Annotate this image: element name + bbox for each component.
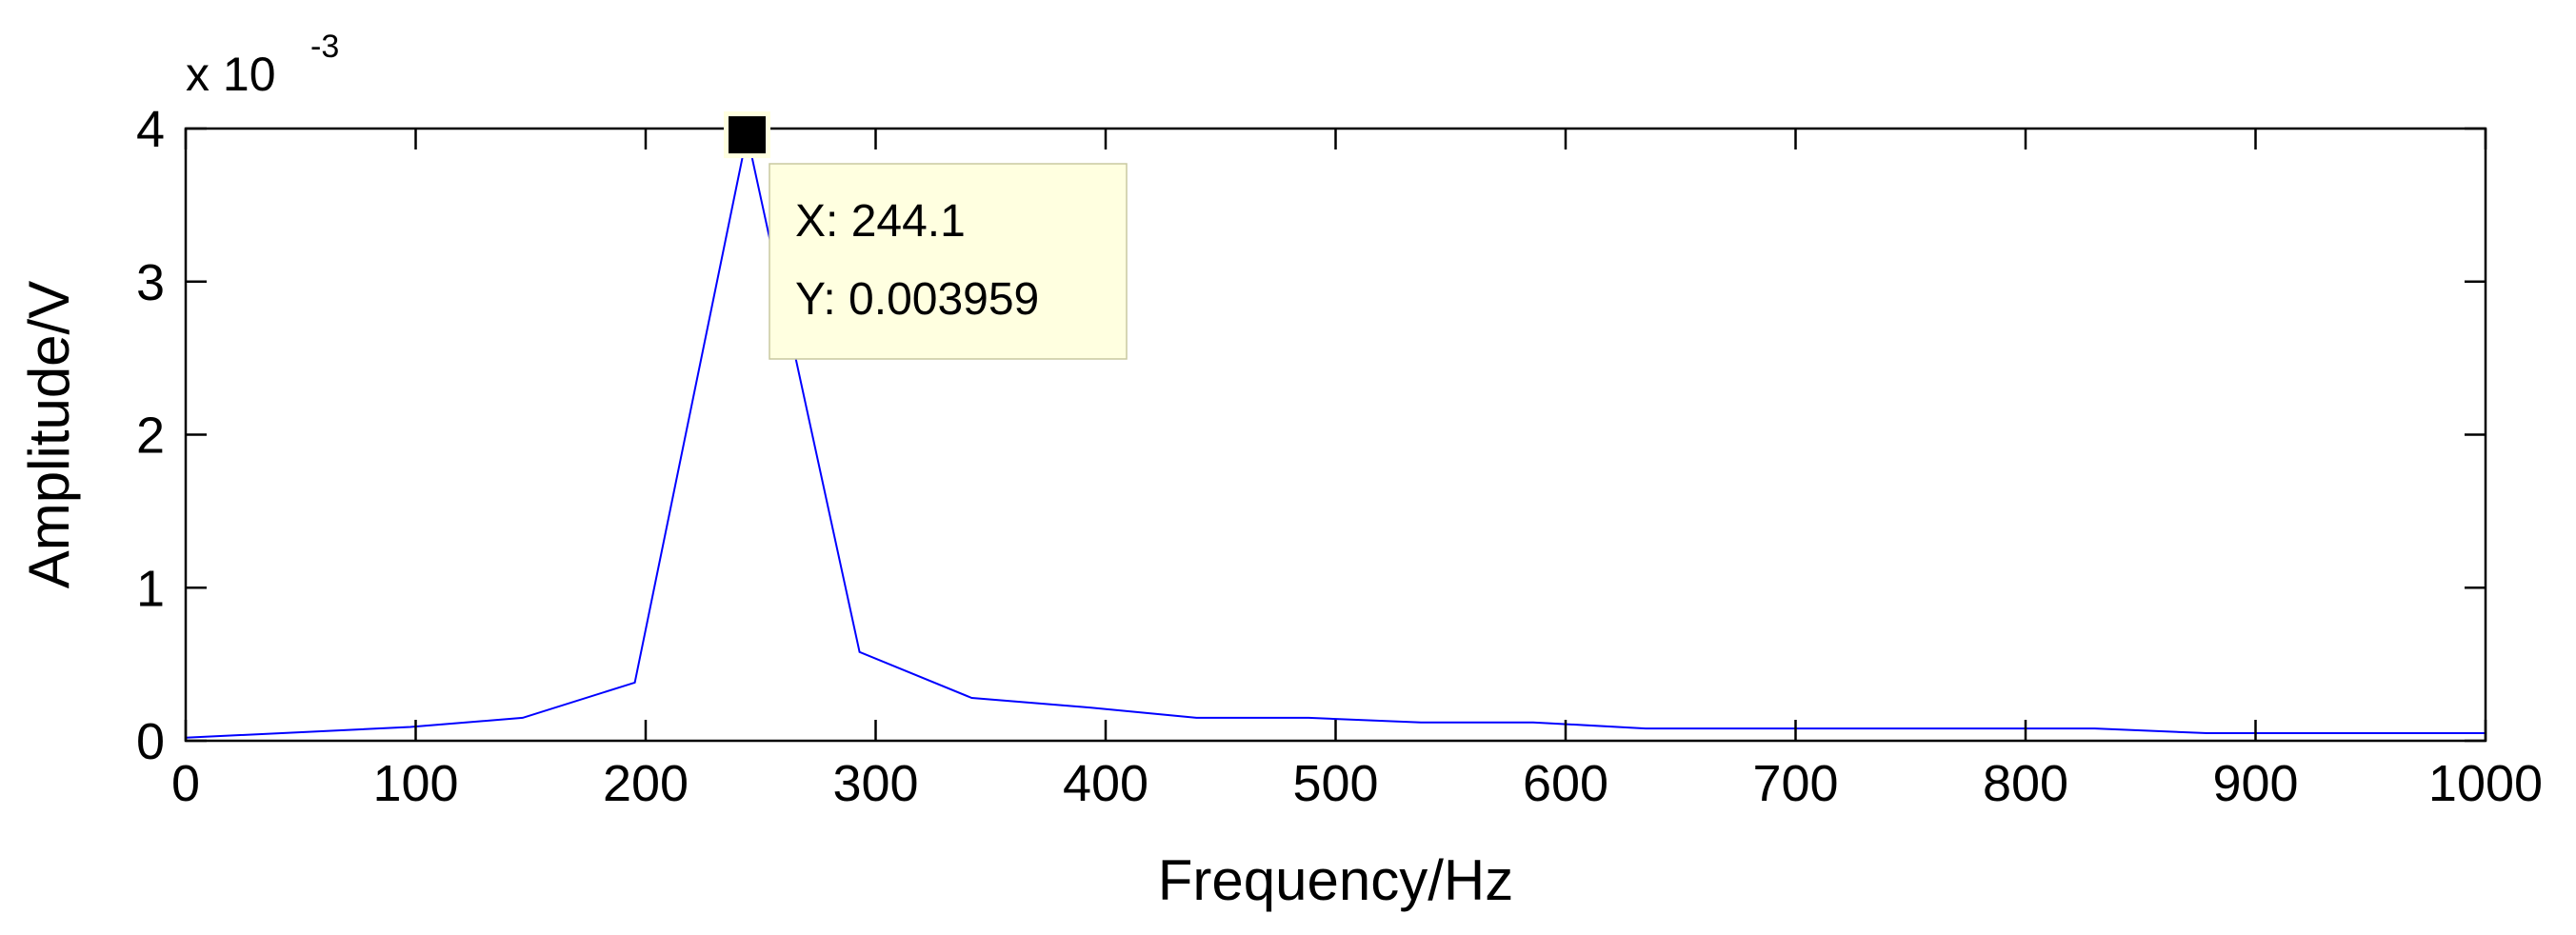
x-tick-label: 500 — [1292, 755, 1378, 812]
plot-layer — [185, 134, 2486, 739]
y-tick-label: 4 — [136, 101, 165, 158]
y-exponent-base: x 10 — [186, 48, 276, 101]
datatip-y-label: Y: 0.003959 — [795, 274, 1039, 325]
y-tick-label: 0 — [136, 713, 165, 770]
datatip-box — [769, 163, 1128, 360]
x-tick-label: 100 — [372, 755, 458, 812]
x-tick-label: 400 — [1063, 755, 1148, 812]
x-tick-label: 200 — [603, 755, 689, 812]
y-tick-label: 3 — [136, 254, 165, 311]
x-tick-label: 300 — [832, 755, 918, 812]
y-axis-title: Amplitude/V — [17, 281, 81, 589]
x-tick-label: 1000 — [2428, 755, 2543, 812]
y-exponent-power: -3 — [310, 29, 339, 65]
series-line-1 — [185, 134, 2486, 739]
x-tick-label: 0 — [171, 755, 200, 812]
y-tick-label: 1 — [136, 560, 165, 617]
datatip[interactable]: X: 244.1 Y: 0.003959 — [724, 111, 1128, 360]
x-tick-label: 800 — [1983, 755, 2068, 812]
datatip-x-label: X: 244.1 — [795, 196, 966, 247]
x-axis-title: Frequency/Hz — [1158, 848, 1513, 912]
ticks-layer: 0 100 200 300 400 500 600 700 800 900 1000 0 1 2 3 4 — [136, 101, 2543, 812]
axes-box — [184, 127, 2487, 743]
y-tick-label: 2 — [136, 408, 165, 465]
x-tick-label: 600 — [1523, 755, 1608, 812]
x-tick-label: 700 — [1752, 755, 1838, 812]
x-tick-label: 900 — [2212, 755, 2298, 812]
datatip-marker[interactable] — [724, 111, 771, 159]
